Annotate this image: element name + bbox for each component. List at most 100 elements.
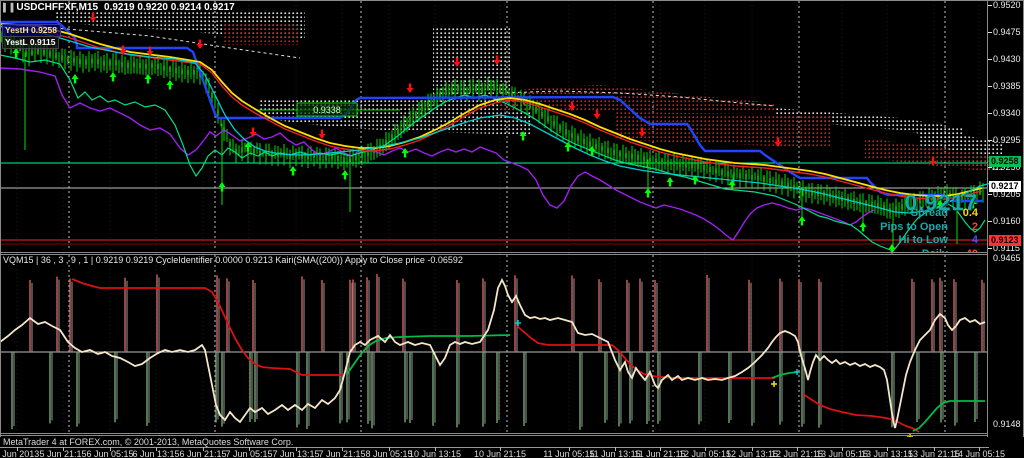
price-tick: [988, 194, 992, 195]
time-tick: [842, 447, 843, 451]
sell-arrow-icon: [119, 45, 127, 55]
copyright-text: MetaTrader 4 at FOREX.com, © 2001-2013, …: [3, 437, 294, 447]
buy-arrow-icon: [218, 182, 226, 192]
sell-arrow-icon: [196, 39, 204, 49]
price-tick: [988, 113, 992, 114]
vqm-red-line: [71, 278, 343, 376]
price-tick: [988, 221, 992, 222]
ichimoku-cloud: [433, 27, 512, 97]
price-tick: [988, 140, 992, 141]
time-axis-label: 6 Jun 13:15: [132, 449, 180, 458]
buy-arrow-icon: [888, 244, 896, 254]
sell-arrow-icon: [638, 127, 646, 137]
time-tick: [887, 447, 888, 451]
sell-arrow-icon: [146, 46, 154, 56]
indicator-axis-label: 0.9465: [993, 253, 1021, 263]
time-tick: [660, 447, 661, 451]
price-tick-label: 0.9430: [993, 54, 1021, 64]
buy-arrow-icon: [341, 170, 349, 180]
trade-level-label: 0.9338: [313, 105, 341, 115]
vqm-red-line: [516, 325, 775, 379]
price-tick-label: 0.9520: [993, 0, 1021, 10]
sell-arrow-icon: [593, 109, 601, 119]
price-badge: 0.9217: [989, 181, 1021, 192]
time-tick: [249, 447, 250, 451]
sell-arrow-icon: [249, 127, 257, 137]
price-tick-label: 0.9115: [993, 243, 1020, 253]
buy-arrow-icon: [144, 74, 152, 84]
time-axis-label: 11 Jun 05:15: [543, 449, 595, 458]
time-axis-label: 6 Jun 21:15: [179, 449, 227, 458]
indicator-axis-label: 0.9148: [993, 419, 1021, 429]
vqm-green-line: [912, 400, 985, 432]
buy-arrow-icon: [859, 222, 867, 232]
ichimoku-cloud-red: [615, 112, 830, 148]
price-tick: [988, 32, 992, 33]
time-tick: [615, 447, 616, 451]
price-badge: 0.9123: [989, 235, 1021, 246]
chart-canvas[interactable]: 0.9338: [0, 0, 1024, 437]
time-tick: [934, 447, 935, 451]
time-axis-label: 5 Jun 2013: [0, 449, 40, 458]
sell-arrow-icon: [929, 156, 937, 166]
price-axis[interactable]: 0.9520 0.9475 0.9430 0.9385 0.9340 0.9295 0.92…: [988, 0, 1024, 437]
time-axis-label: 8 Jun 05:15: [365, 449, 413, 458]
price-tick: [988, 86, 992, 87]
time-axis-label: 7 Jun 05:15: [225, 449, 273, 458]
time-axis-line: [0, 447, 989, 448]
time-axis-label: 13 Jun 13:15: [860, 449, 914, 458]
price-tick-label: 0.9295: [993, 135, 1021, 145]
time-axis-label: 5 Jun 21:15: [39, 449, 87, 458]
time-axis-label: 10 Jun 13:15: [408, 449, 462, 458]
time-axis-label: 14 Jun 05:15: [952, 449, 1006, 458]
buy-arrow-icon: [644, 188, 652, 198]
indicator-title: VQM15 | 36 , 3 , 9 , 1 | 0.9219 0.9219 C…: [3, 255, 463, 265]
buy-arrow-icon: [244, 142, 252, 152]
buy-arrow-icon: [936, 200, 944, 210]
time-tick: [110, 447, 111, 451]
sell-arrow-icon: [774, 137, 782, 147]
time-tick: [203, 447, 204, 451]
time-axis-label: 7 Jun 13:15: [272, 449, 320, 458]
buy-arrow-icon: [691, 175, 699, 185]
buy-arrow-icon: [289, 166, 297, 176]
time-tick: [569, 447, 570, 451]
sell-arrow-icon: [493, 55, 501, 65]
price-tick-label: 0.9205: [993, 189, 1021, 199]
time-axis-label: 13 Jun 21:15: [907, 449, 961, 458]
sell-arrow-icon: [89, 12, 97, 22]
buy-arrow-icon: [798, 216, 806, 226]
time-axis-label: 11 Jun 21:15: [634, 449, 686, 458]
time-axis-label: 11 Jun 13:15: [589, 449, 641, 458]
price-tick: [988, 59, 992, 60]
buy-arrow-icon: [71, 74, 79, 84]
ichimoku-cloud-red: [222, 22, 300, 45]
price-tick: [988, 167, 992, 168]
time-tick: [389, 447, 390, 451]
price-tick-label: 0.9340: [993, 108, 1021, 118]
time-axis-label: 12 Jun 05:15: [678, 449, 732, 458]
price-tick: [988, 248, 992, 249]
sell-arrow-icon: [453, 57, 461, 67]
sell-arrow-icon: [568, 101, 576, 111]
buy-arrow-icon: [166, 80, 174, 90]
time-tick: [296, 447, 297, 451]
trade-level-box: [296, 102, 358, 117]
time-tick: [435, 447, 436, 451]
time-axis[interactable]: MetaTrader 4 at FOREX.com, © 2001-2013, …: [0, 437, 1024, 458]
buy-arrow-icon: [401, 148, 409, 158]
time-tick: [797, 447, 798, 451]
price-badge: 0.9258: [989, 156, 1021, 167]
price-tick: [988, 5, 992, 6]
time-tick: [342, 447, 343, 451]
time-tick: [705, 447, 706, 451]
price-tick-label: 0.9160: [993, 216, 1021, 226]
buy-arrow-icon: [728, 180, 736, 190]
time-tick: [156, 447, 157, 451]
sell-arrow-icon: [406, 83, 414, 93]
time-tick: [500, 447, 501, 451]
buy-arrow-icon: [666, 177, 674, 187]
time-tick: [752, 447, 753, 451]
time-axis-label: 6 Jun 05:15: [86, 449, 134, 458]
